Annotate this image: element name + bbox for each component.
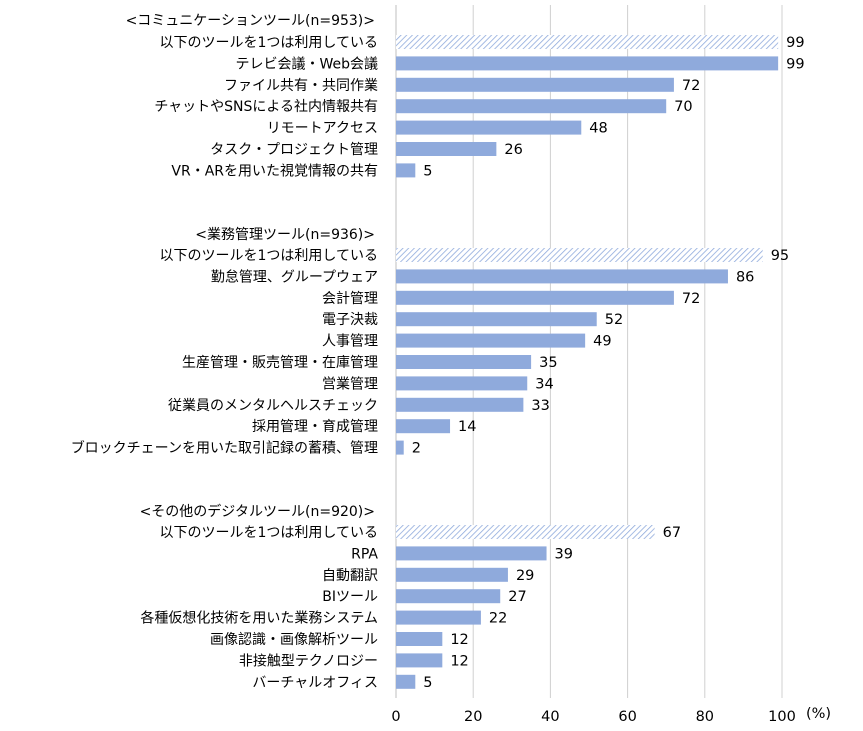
category-label: 以下のツールを1つは利用している [160,248,379,264]
category-label: チャットやSNSによる社内情報共有 [154,99,378,115]
data-label: 67 [663,525,681,541]
bar [396,355,532,369]
gridlines [395,5,783,698]
x-tick-60: 60 [618,709,636,725]
x-tick-80: 80 [696,709,714,725]
bar [396,546,547,561]
x-tick-40: 40 [541,709,559,725]
bar [396,56,779,71]
bar [396,142,497,156]
category-label: バーチャルオフィス [252,675,378,691]
data-label: 5 [423,675,432,691]
data-label: 5 [423,163,432,179]
category-label: 従業員のメンタルヘルスチェック [168,398,378,414]
category-label: テレビ会議・Web会議 [235,55,378,72]
category-label: 勤怠管理、グループウェア [211,269,378,285]
bar [396,440,404,455]
data-label: 14 [458,419,476,435]
category-label: ファイル共有・共同作業 [224,78,378,94]
bar [396,376,528,391]
bar [396,674,416,689]
bar [396,312,597,327]
data-label: 49 [593,334,611,350]
data-label: 39 [555,546,573,562]
bar [396,397,524,412]
data-label: 29 [516,568,534,584]
category-label: BIツール [322,589,378,605]
bar-hatched [396,248,763,262]
bar [396,589,501,604]
bar [396,120,582,135]
data-label: 99 [786,35,804,51]
category-label: 人事管理 [322,334,378,350]
category-label: VR・ARを用いた視覚情報の共有 [171,163,378,179]
category-label: 非接触型テクノロジー [239,652,378,669]
bar [396,610,481,625]
data-label: 12 [450,653,468,669]
bar [396,163,416,178]
data-label: 26 [504,142,522,158]
data-label: 86 [736,269,754,285]
category-label: 会計管理 [322,291,378,307]
category-label: 以下のツールを1つは利用している [160,35,379,51]
data-label: 99 [786,56,804,72]
data-label: 72 [682,291,700,307]
category-label: リモートアクセス [267,121,378,137]
data-label: 52 [605,312,623,328]
category-label: 採用管理・育成管理 [252,419,378,435]
category-label: 電子決裁 [322,312,378,328]
category-label: 以下のツールを1つは利用している [160,525,379,541]
data-label: 27 [508,589,526,605]
category-label: 各種仮想化技術を用いた業務システム [140,611,378,627]
data-label: 22 [489,611,507,627]
bar-hatched [396,525,655,539]
data-label: 48 [589,121,607,137]
category-label: ブロックチェーンを用いた取引記録の蓄積、管理 [71,440,378,457]
category-label: 営業管理 [322,376,378,392]
data-label: 72 [682,78,700,94]
category-label: タスク・プロジェクト管理 [210,142,378,158]
category-label: 画像認識・画像解析ツール [210,632,378,648]
bar [396,290,674,305]
bar [396,567,508,582]
bar [396,77,674,92]
data-label: 34 [535,376,553,392]
data-label: 95 [771,248,789,264]
group-title: <コミュニケーションツール(n=953)> [126,13,375,29]
bar [396,419,451,434]
bar [396,653,443,668]
category-label: 自動翻訳 [322,568,378,584]
group-title: <その他のデジタルツール(n=920)> [140,503,375,520]
x-unit-label: (%) [806,706,831,722]
bar-hatched [396,35,779,49]
bar [396,99,667,114]
group-title: <業務管理ツール(n=936)> [195,227,375,243]
x-axis: 0 20 40 60 80 100 (%) [391,706,831,725]
data-label: 35 [539,355,557,371]
data-label: 70 [674,99,692,115]
category-label: RPA [351,546,378,562]
data-label: 33 [531,398,549,414]
x-tick-100: 100 [768,709,796,725]
data-label: 12 [450,632,468,648]
data-label: 2 [412,441,421,457]
bar [396,269,728,284]
category-label: 生産管理・販売管理・在庫管理 [182,354,378,371]
bars: 99 99 72 70 48 26 5 95 86 72 52 49 35 34 33 14 2 67 39 29 27… [396,35,805,691]
bar [396,333,586,348]
x-tick-20: 20 [464,709,482,725]
category-labels: <コミュニケーションツール(n=953)>以下のツールを1つは利用しているテレビ… [71,13,379,691]
bar [396,632,443,646]
x-tick-0: 0 [391,709,400,725]
